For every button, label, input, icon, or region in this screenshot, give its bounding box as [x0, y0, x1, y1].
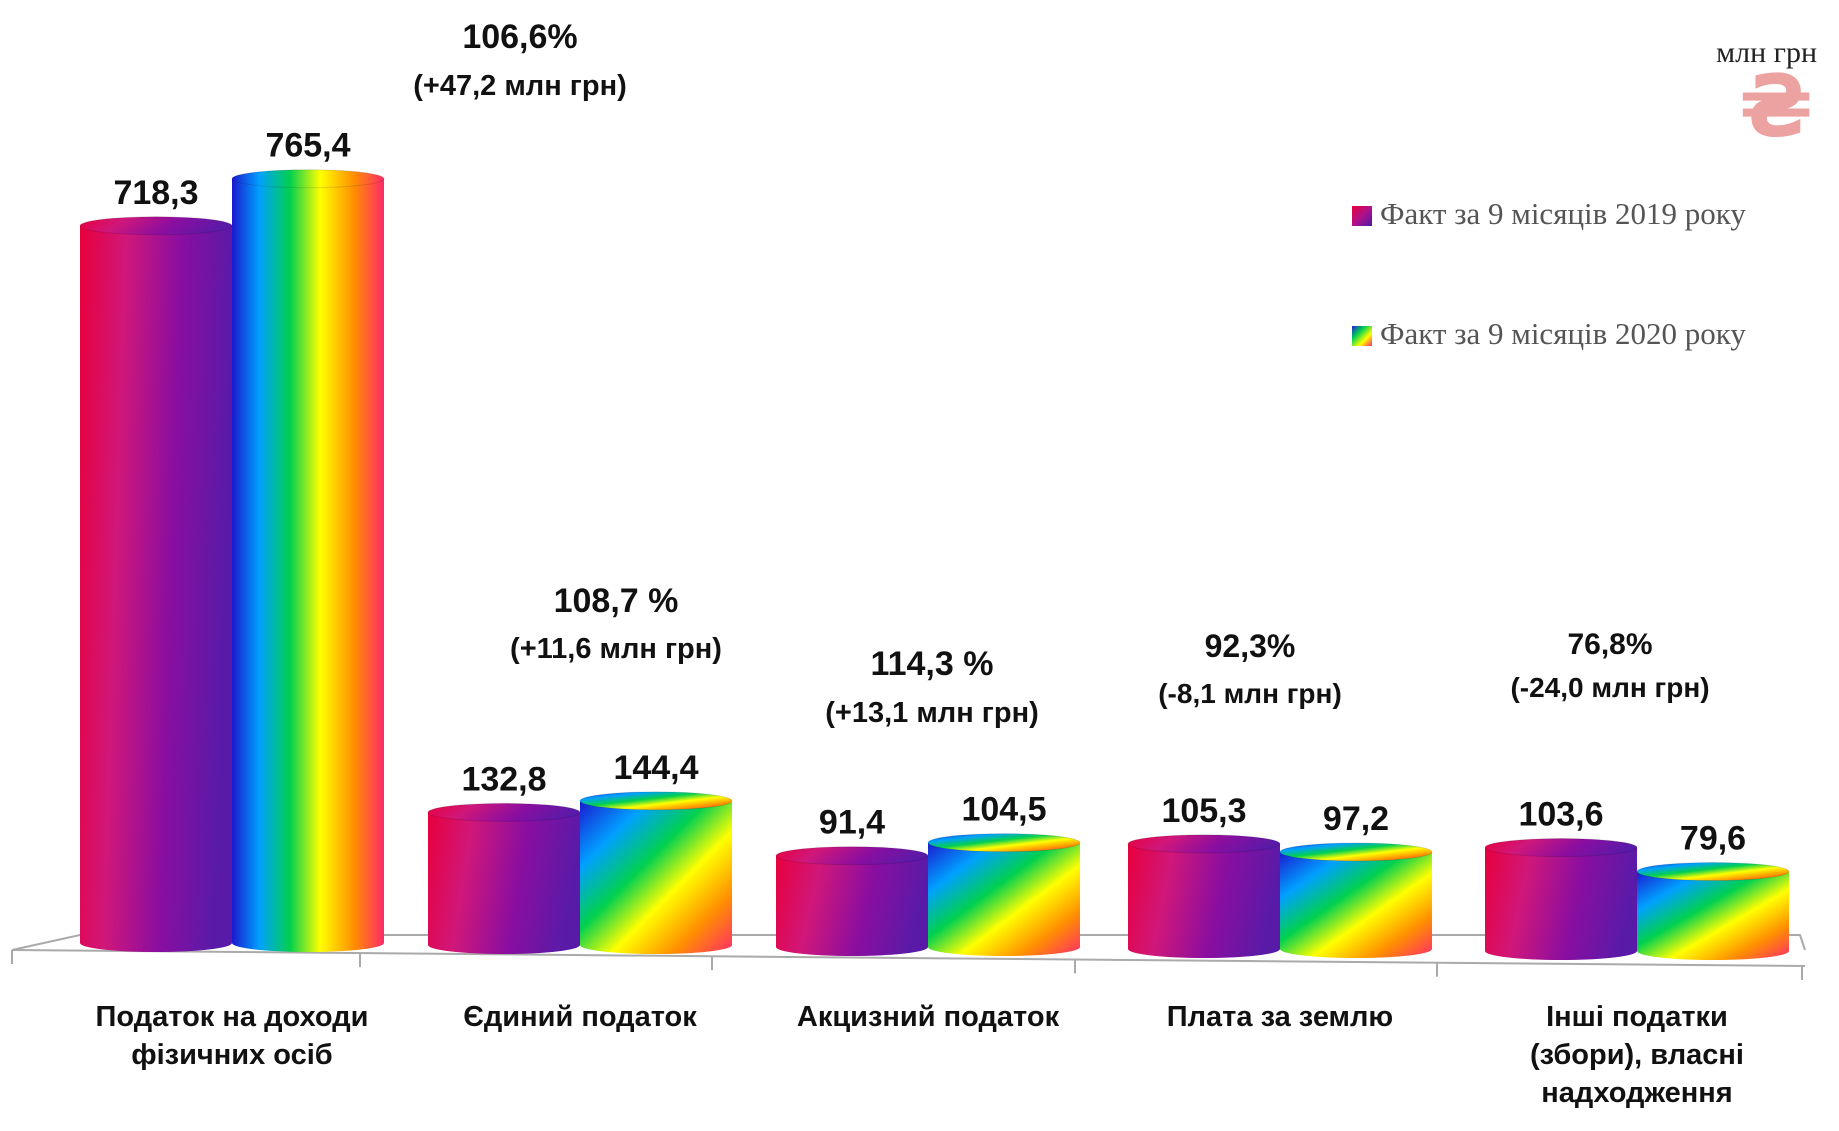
category-label: Податок на доходи	[96, 1001, 369, 1033]
data-label: 104,5	[961, 791, 1046, 829]
bar-top-2019-4	[1484, 838, 1638, 858]
bar-top-2020-1	[579, 791, 733, 811]
data-label: 132,8	[461, 760, 546, 798]
data-label: 97,2	[1323, 800, 1389, 838]
category-label: (збори), власні	[1530, 1039, 1744, 1071]
bar-2019-3	[1128, 843, 1280, 958]
bar-2019-2	[776, 855, 928, 956]
data-label: 718,3	[113, 174, 198, 212]
bar-top-2019-0	[79, 216, 233, 236]
data-label: 79,6	[1680, 820, 1746, 858]
bar-2019-1	[428, 812, 580, 954]
category-label: Єдиний податок	[463, 1001, 697, 1033]
annotation-change: (+47,2 млн грн)	[413, 70, 627, 102]
category-label: Плата за землю	[1167, 1001, 1393, 1033]
annotation-percent: 114,3 %	[871, 645, 994, 683]
bar-top-2020-3	[1279, 842, 1433, 862]
bar-2020-4	[1637, 871, 1789, 960]
category-label: Акцизний податок	[797, 1001, 1060, 1033]
bar-2020-0	[232, 178, 384, 952]
data-label: 105,3	[1161, 792, 1246, 830]
data-label: 144,4	[613, 749, 698, 787]
bar-top-2020-2	[927, 833, 1081, 853]
hryvnia-icon: ₴	[1739, 57, 1813, 157]
bar-2020-3	[1280, 851, 1432, 958]
legend-label-2019: Факт за 9 місяців 2019 року	[1380, 196, 1746, 231]
legend-label-2020: Факт за 9 місяців 2020 року	[1380, 316, 1746, 351]
x-axis-line	[11, 949, 1806, 967]
bar-top-2019-3	[1127, 834, 1281, 854]
unit-label: млн грн	[1716, 36, 1817, 69]
category-label: надходження	[1541, 1077, 1732, 1109]
legend-item-2019: Факт за 9 місяців 2019 року	[1352, 196, 1746, 232]
legend-swatch-2019	[1352, 206, 1372, 226]
bar-top-2019-1	[427, 802, 581, 822]
annotation-change: (-8,1 млн грн)	[1158, 678, 1342, 709]
legend-item-2020: Факт за 9 місяців 2020 року	[1352, 316, 1746, 352]
annotation-change: (+11,6 млн грн)	[510, 633, 722, 665]
category-label: Інші податки	[1546, 1001, 1728, 1033]
annotation-change: (-24,0 млн грн)	[1510, 672, 1709, 703]
bar-top-2019-2	[775, 846, 929, 866]
bar-2019-4	[1485, 847, 1637, 960]
annotation-percent: 92,3%	[1205, 628, 1296, 664]
annotation-percent: 106,6%	[462, 18, 577, 56]
category-label: фізичних осіб	[131, 1039, 332, 1071]
data-label: 91,4	[819, 804, 885, 842]
bar-2020-2	[928, 842, 1080, 956]
annotation-change: (+13,1 млн грн)	[825, 697, 1039, 729]
bar-2020-1	[580, 800, 732, 954]
bar-2019-0	[80, 225, 232, 952]
data-label: 103,6	[1518, 796, 1603, 834]
annotation-percent: 108,7 %	[554, 582, 679, 620]
bar-top-2020-0	[231, 169, 385, 189]
legend-swatch-2020	[1352, 326, 1372, 346]
data-label: 765,4	[265, 127, 350, 165]
bar-top-2020-4	[1636, 862, 1790, 882]
annotation-percent: 76,8%	[1567, 628, 1652, 661]
